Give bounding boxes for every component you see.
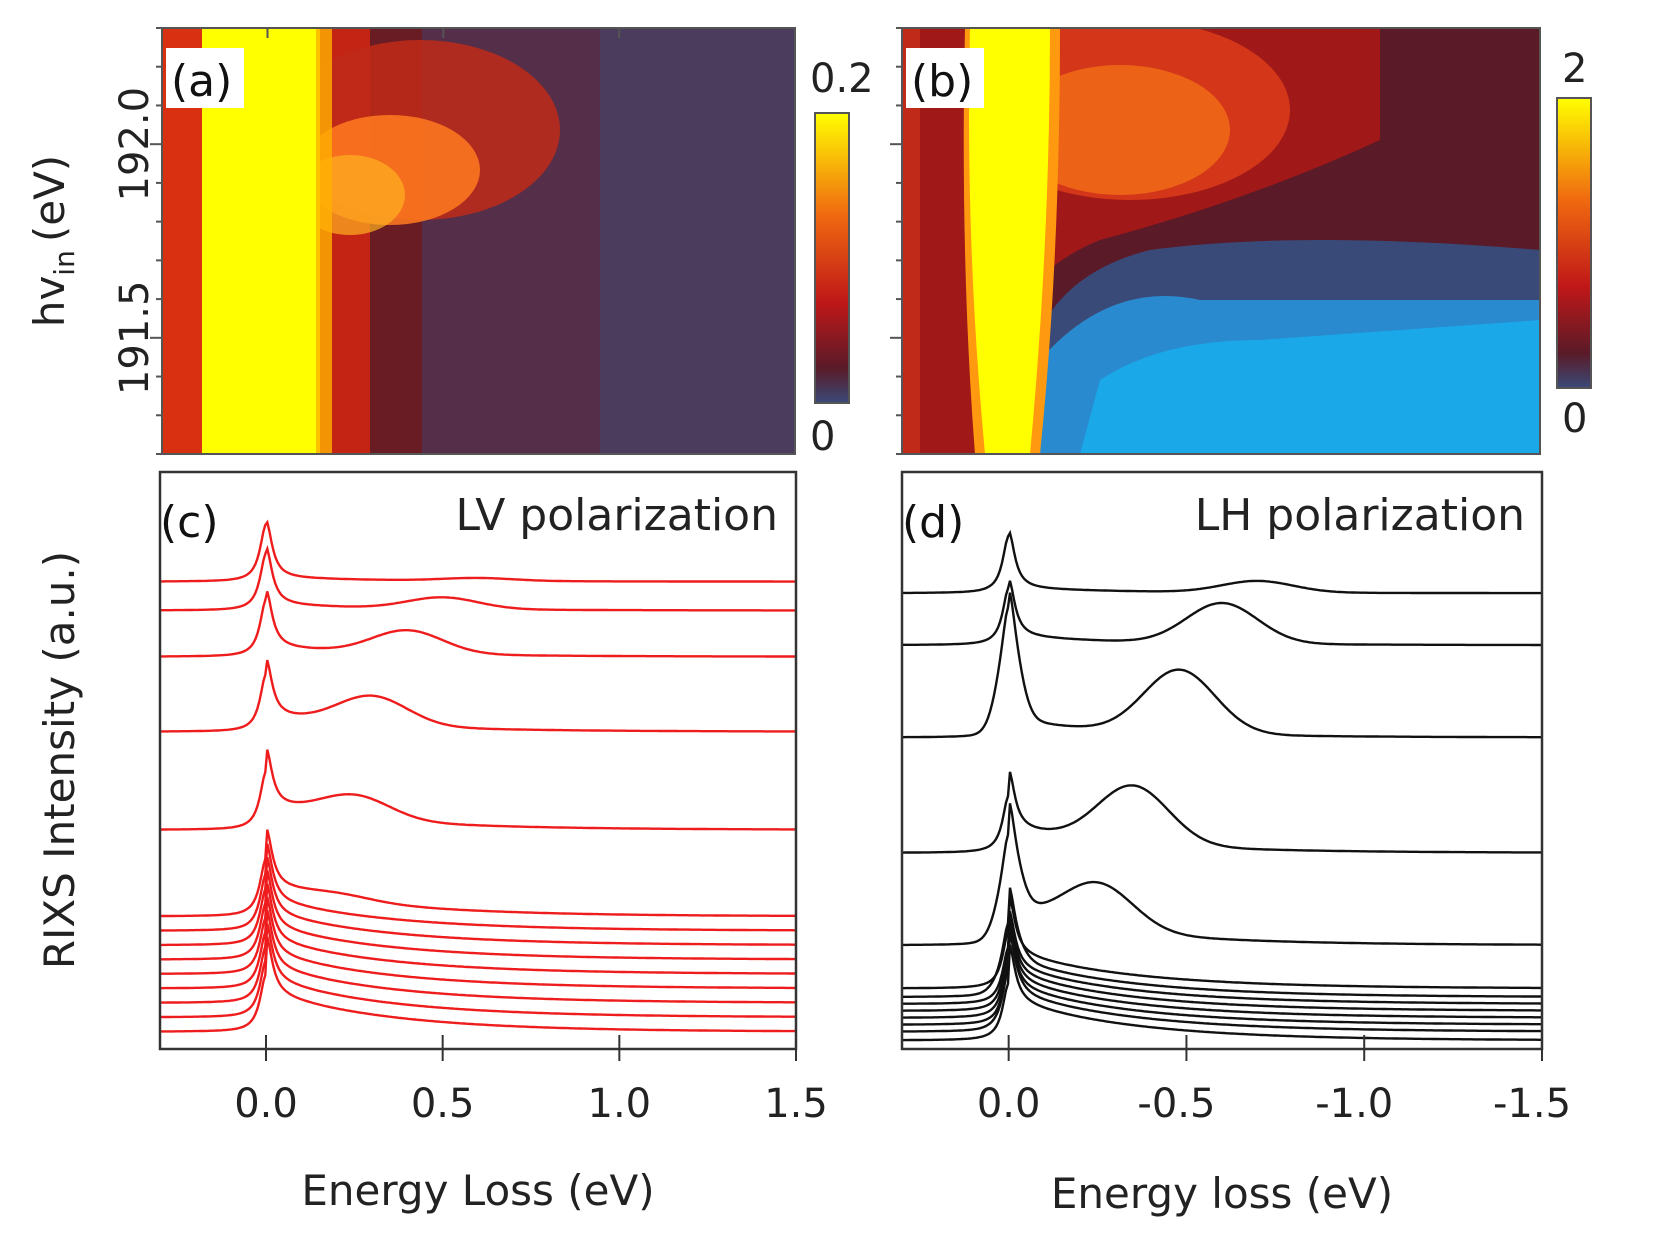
ylabel-main: hv xyxy=(25,276,74,327)
panel-b: (b) 2 0 xyxy=(890,27,1592,455)
xtick-label: 0.5 xyxy=(411,1081,475,1127)
xtick-label: 1.0 xyxy=(588,1081,652,1127)
xtick-label: 0.0 xyxy=(977,1081,1041,1127)
heatmap-b-yticks xyxy=(890,27,902,455)
spectrum-line xyxy=(160,749,796,831)
spectrum-line xyxy=(160,936,796,1033)
plot-d-frame xyxy=(900,470,1544,1051)
colorbar-a xyxy=(814,112,850,404)
spectrum-line xyxy=(902,944,1542,1042)
spectrum-line xyxy=(902,887,1542,998)
ytick-label: 192.0 xyxy=(112,87,158,202)
panel-c-label-bg xyxy=(164,490,234,550)
heatmap-a-region xyxy=(600,28,795,454)
panel-c-label: (c) xyxy=(160,497,219,548)
panel-c: (c) LV polarization 0.0 0.5 1.0 1.5 Ener… xyxy=(35,470,828,1215)
plot-d-xticks xyxy=(1007,1035,1543,1061)
plot-c-background xyxy=(160,472,796,1049)
plot-d-xtick-labels: 0.0 -0.5 -1.0 -1.5 xyxy=(977,1081,1571,1127)
heatmap-a-ylabel: hvin (eV) xyxy=(25,155,81,327)
ylabel-subscript: in xyxy=(48,250,81,276)
colorbar-b xyxy=(1556,97,1592,389)
heatmap-b-feature xyxy=(1010,65,1230,195)
xtick-label: 0.0 xyxy=(234,1081,298,1127)
colorbar-a-max: 0.2 xyxy=(810,56,874,102)
heatmap-b xyxy=(902,28,1540,454)
panel-d-label: (d) xyxy=(902,497,964,548)
heatmap-a-frame xyxy=(161,27,796,455)
heatmap-a-yticks xyxy=(150,27,621,455)
ylabel-unit: (eV) xyxy=(25,155,74,242)
xtick-label: -1.5 xyxy=(1493,1081,1571,1127)
heatmap-b-frame xyxy=(901,27,1541,455)
plot-d-xlabel: Energy loss (eV) xyxy=(1051,1169,1393,1218)
xtick-label: -1.0 xyxy=(1315,1081,1393,1127)
spectrum-line xyxy=(902,771,1542,854)
panel-a-label: (a) xyxy=(171,56,232,107)
xtick-label: 1.5 xyxy=(764,1081,828,1127)
spectrum-line xyxy=(902,803,1542,947)
panel-a: (a) 191.5 192.0 hvin (eV) 0.2 0 xyxy=(25,27,874,460)
heatmap-a xyxy=(162,28,795,454)
plot-c-ylabel: RIXS Intensity (a.u.) xyxy=(35,551,84,969)
plot-c-series xyxy=(160,519,796,1033)
plot-c-xtick-labels: 0.0 0.5 1.0 1.5 xyxy=(234,1081,828,1127)
spectrum-line xyxy=(160,591,796,658)
xtick-label: -0.5 xyxy=(1137,1081,1215,1127)
panel-a-label-bg xyxy=(166,48,244,108)
panel-b-label-bg xyxy=(906,48,984,108)
spectrum-line xyxy=(160,544,796,612)
heatmap-a-ytick-labels: 191.5 192.0 xyxy=(112,87,158,395)
plot-c-annotation: LV polarization xyxy=(456,490,778,541)
spectrum-line xyxy=(902,580,1542,647)
panel-d: (d) LH polarization 0.0 -0.5 -1.0 -1.5 E… xyxy=(900,470,1571,1218)
plot-d-series xyxy=(902,529,1542,1042)
spectrum-line xyxy=(902,592,1542,739)
colorbar-b-max: 2 xyxy=(1562,46,1587,92)
plot-c-frame xyxy=(158,470,798,1051)
plot-c-xticks xyxy=(265,1035,797,1061)
colorbar-a-min: 0 xyxy=(810,414,835,460)
panel-d-label-bg xyxy=(906,490,976,550)
ytick-label: 191.5 xyxy=(112,281,158,396)
heatmap-b-feature xyxy=(1080,320,1540,454)
panel-b-label: (b) xyxy=(911,56,973,107)
spectrum-line xyxy=(160,659,796,733)
heatmap-a-elastic-edge xyxy=(316,28,332,454)
spectrum-line xyxy=(902,529,1542,595)
plot-c-xlabel: Energy Loss (eV) xyxy=(301,1166,654,1215)
heatmap-b-elastic xyxy=(969,28,1050,454)
heatmap-b-feature xyxy=(902,28,920,454)
plot-d-annotation: LH polarization xyxy=(1195,490,1525,541)
plot-d-background xyxy=(902,472,1542,1049)
spectrum-line xyxy=(160,519,796,583)
colorbar-b-min: 0 xyxy=(1562,396,1587,442)
